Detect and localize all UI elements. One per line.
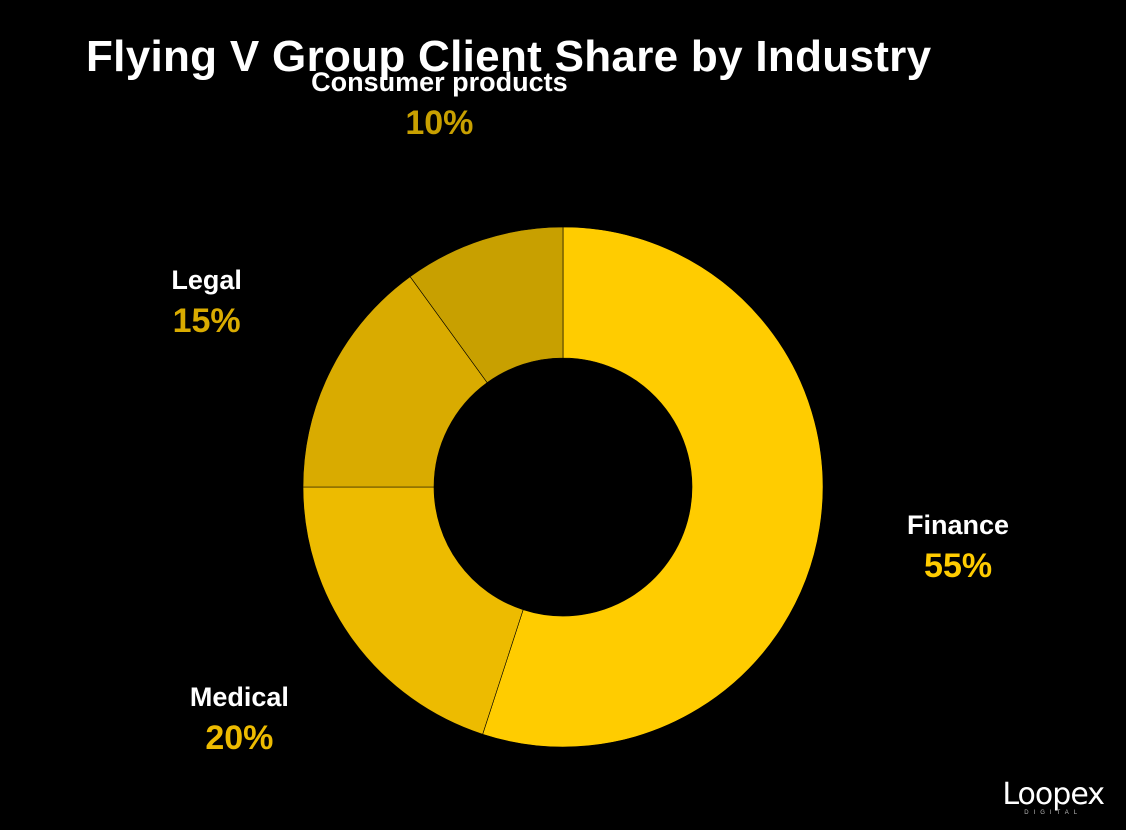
slice-medical bbox=[302, 486, 524, 735]
label-name-consumer-products: Consumer products bbox=[311, 66, 568, 97]
loopex-logo: Loopex DIGITAL bbox=[1002, 777, 1105, 817]
chart-title: Flying V Group Client Share by Industry bbox=[86, 32, 932, 81]
slice-finance bbox=[482, 226, 824, 748]
label-value-consumer-products: 10% bbox=[405, 103, 474, 142]
label-value-medical: 20% bbox=[205, 719, 274, 758]
logo-subtitle: DIGITAL bbox=[1024, 810, 1083, 816]
label-name-finance: Finance bbox=[907, 509, 1010, 540]
logo-wordmark: Loopex bbox=[1002, 777, 1105, 812]
label-name-medical: Medical bbox=[189, 682, 289, 713]
label-value-finance: 55% bbox=[924, 546, 993, 585]
label-medical: Medical 20% bbox=[190, 682, 289, 758]
label-name-legal: Legal bbox=[171, 265, 242, 296]
slice-legal bbox=[302, 276, 488, 488]
label-consumer-products: Consumer products 10% bbox=[311, 67, 568, 143]
slice-consumer-products bbox=[409, 226, 564, 384]
label-value-legal: 15% bbox=[172, 302, 241, 341]
label-legal: Legal 15% bbox=[171, 265, 242, 341]
label-finance: Finance 55% bbox=[907, 510, 1009, 586]
